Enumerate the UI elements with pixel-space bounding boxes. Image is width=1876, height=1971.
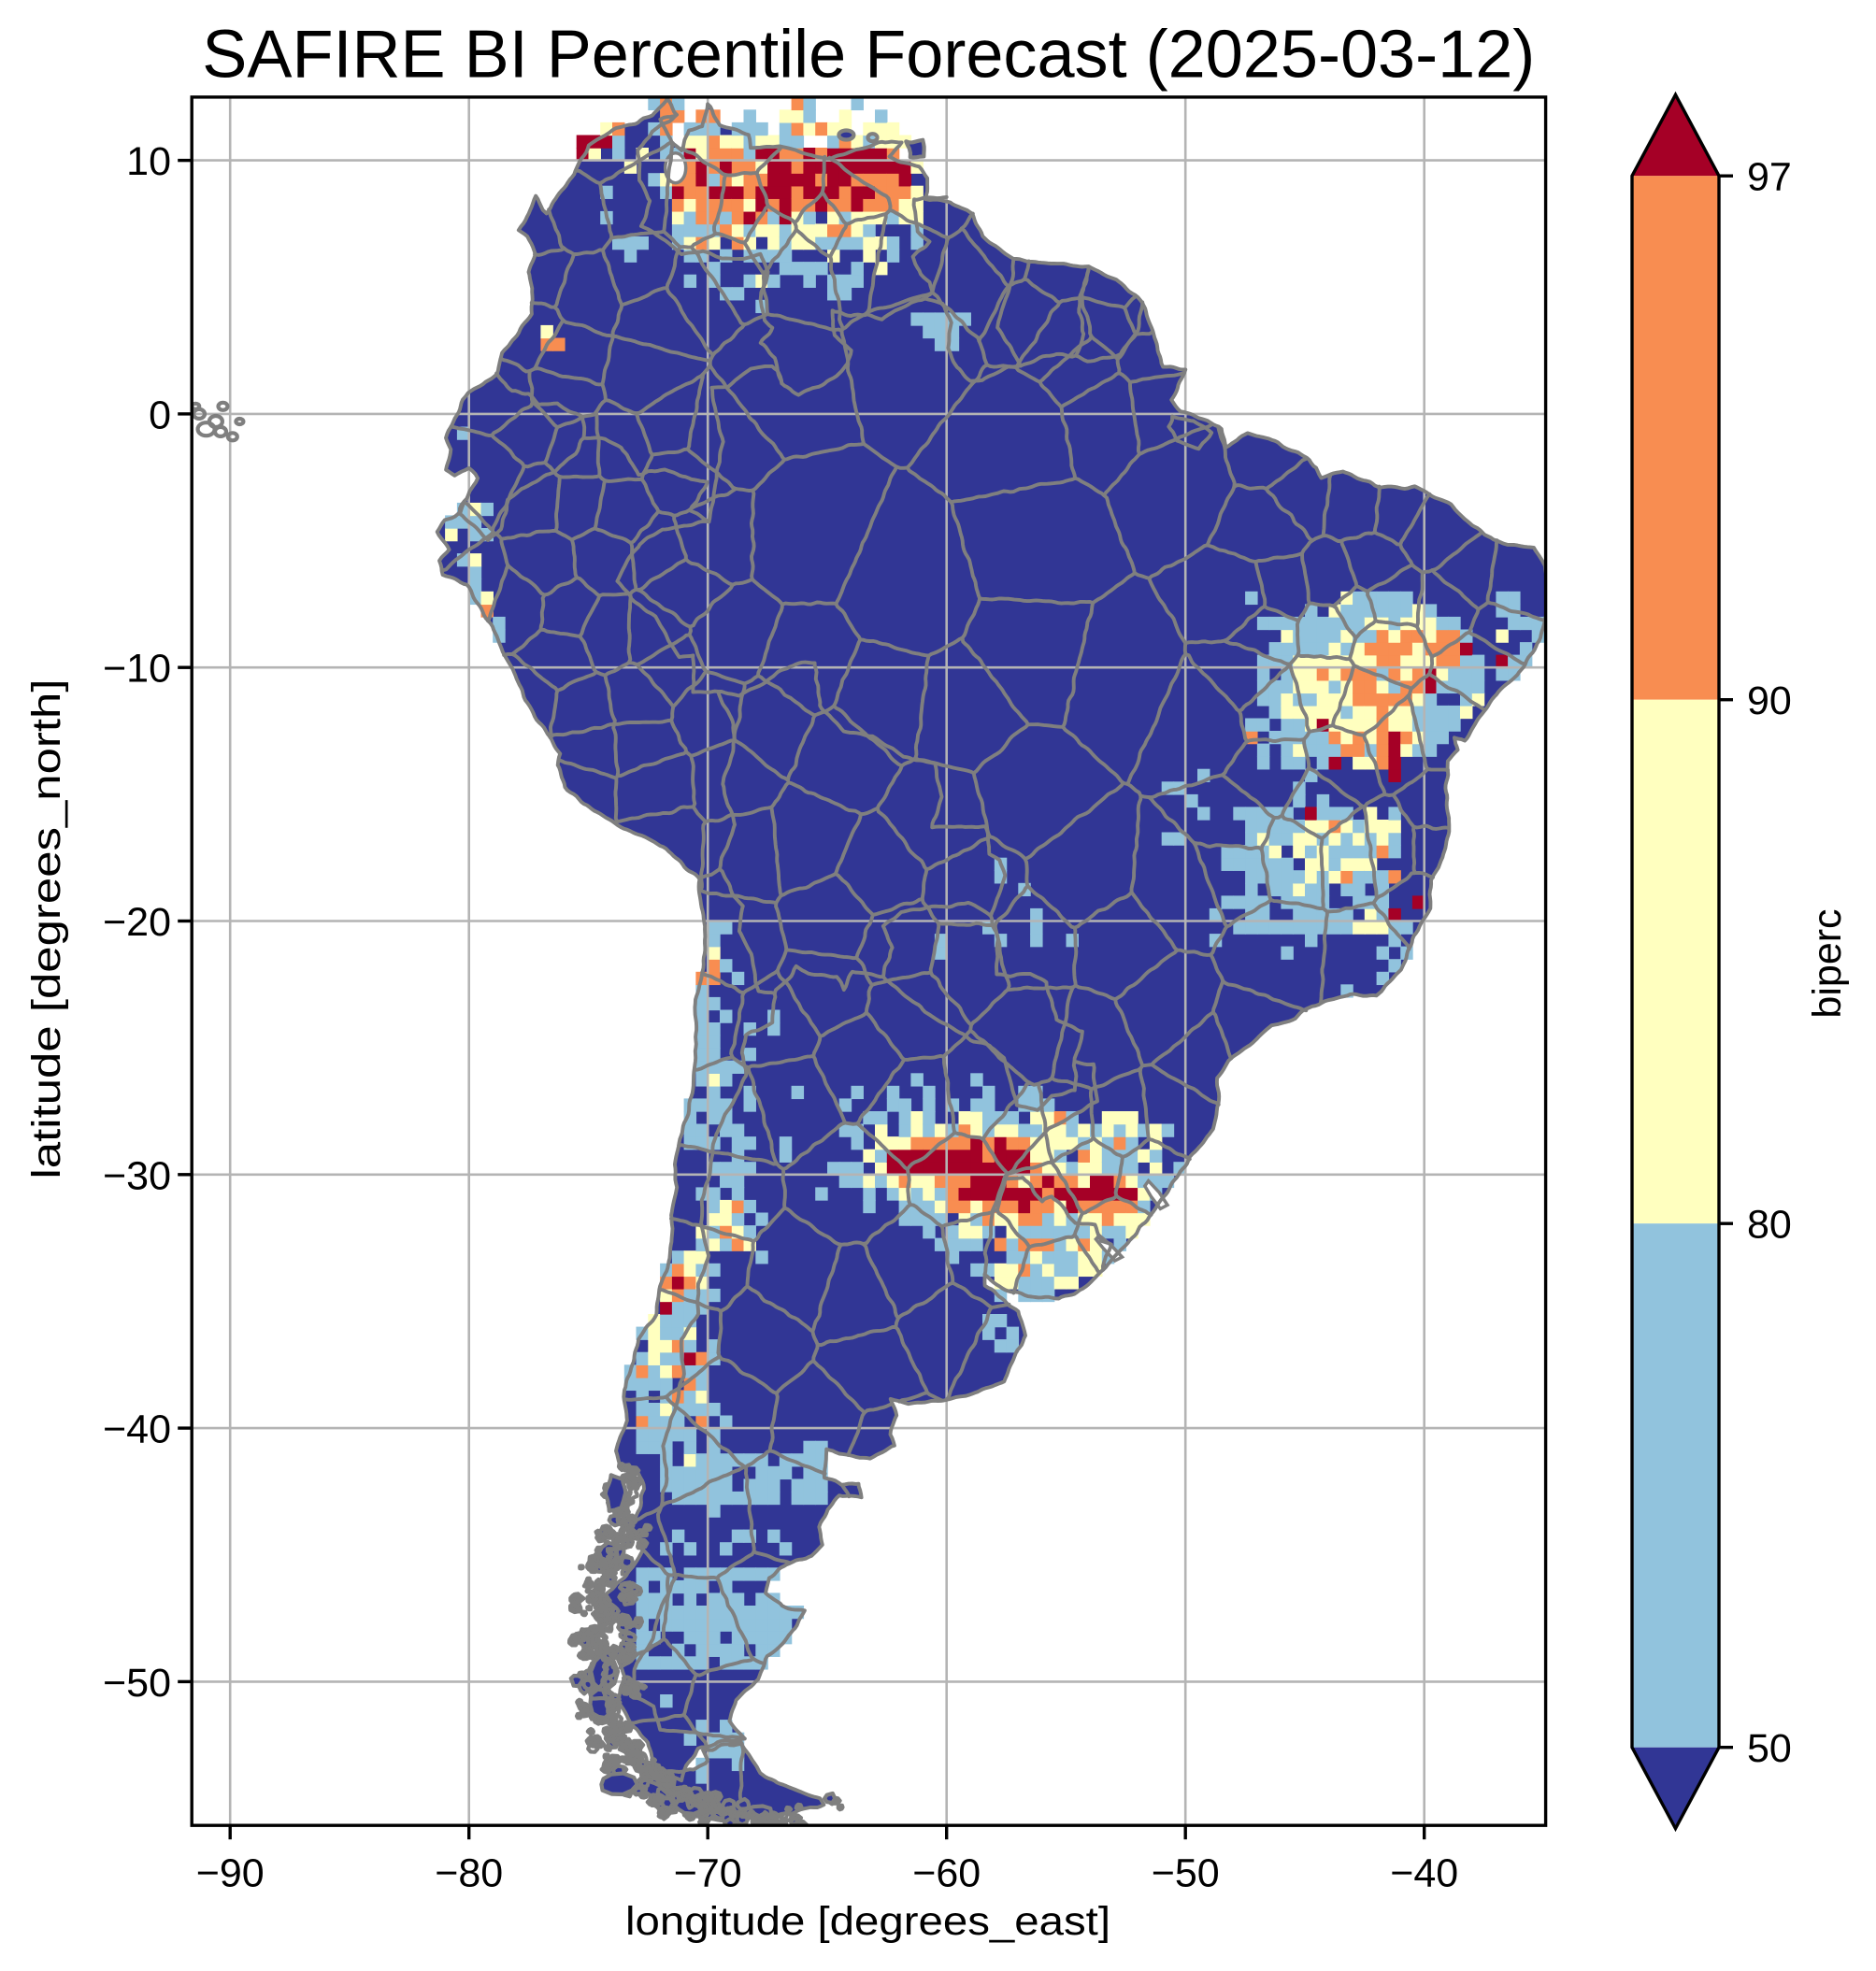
svg-text:−20: −20: [103, 900, 171, 945]
svg-text:0: 0: [149, 393, 171, 437]
svg-text:−40: −40: [103, 1407, 171, 1452]
svg-text:SAFIRE BI Percentile Forecast: SAFIRE BI Percentile Forecast (2025-03-1…: [202, 18, 1535, 93]
svg-text:−10: −10: [103, 647, 171, 692]
svg-text:50: 50: [1747, 1726, 1792, 1771]
svg-text:−40: −40: [1390, 1851, 1458, 1896]
svg-text:biperc: biperc: [1805, 908, 1850, 1018]
svg-text:−50: −50: [1152, 1851, 1220, 1896]
svg-text:−80: −80: [435, 1851, 503, 1896]
svg-text:97: 97: [1747, 155, 1792, 200]
svg-text:−50: −50: [103, 1661, 171, 1706]
svg-text:10: 10: [126, 139, 171, 184]
svg-text:latitude [degrees_north]: latitude [degrees_north]: [24, 679, 69, 1179]
svg-text:longitude [degrees_east]: longitude [degrees_east]: [625, 1899, 1110, 1944]
svg-text:−60: −60: [912, 1851, 981, 1896]
svg-text:90: 90: [1747, 678, 1792, 723]
svg-text:−70: −70: [674, 1851, 742, 1896]
svg-text:−90: −90: [196, 1851, 265, 1896]
svg-text:80: 80: [1747, 1203, 1792, 1248]
svg-text:−30: −30: [103, 1153, 171, 1198]
